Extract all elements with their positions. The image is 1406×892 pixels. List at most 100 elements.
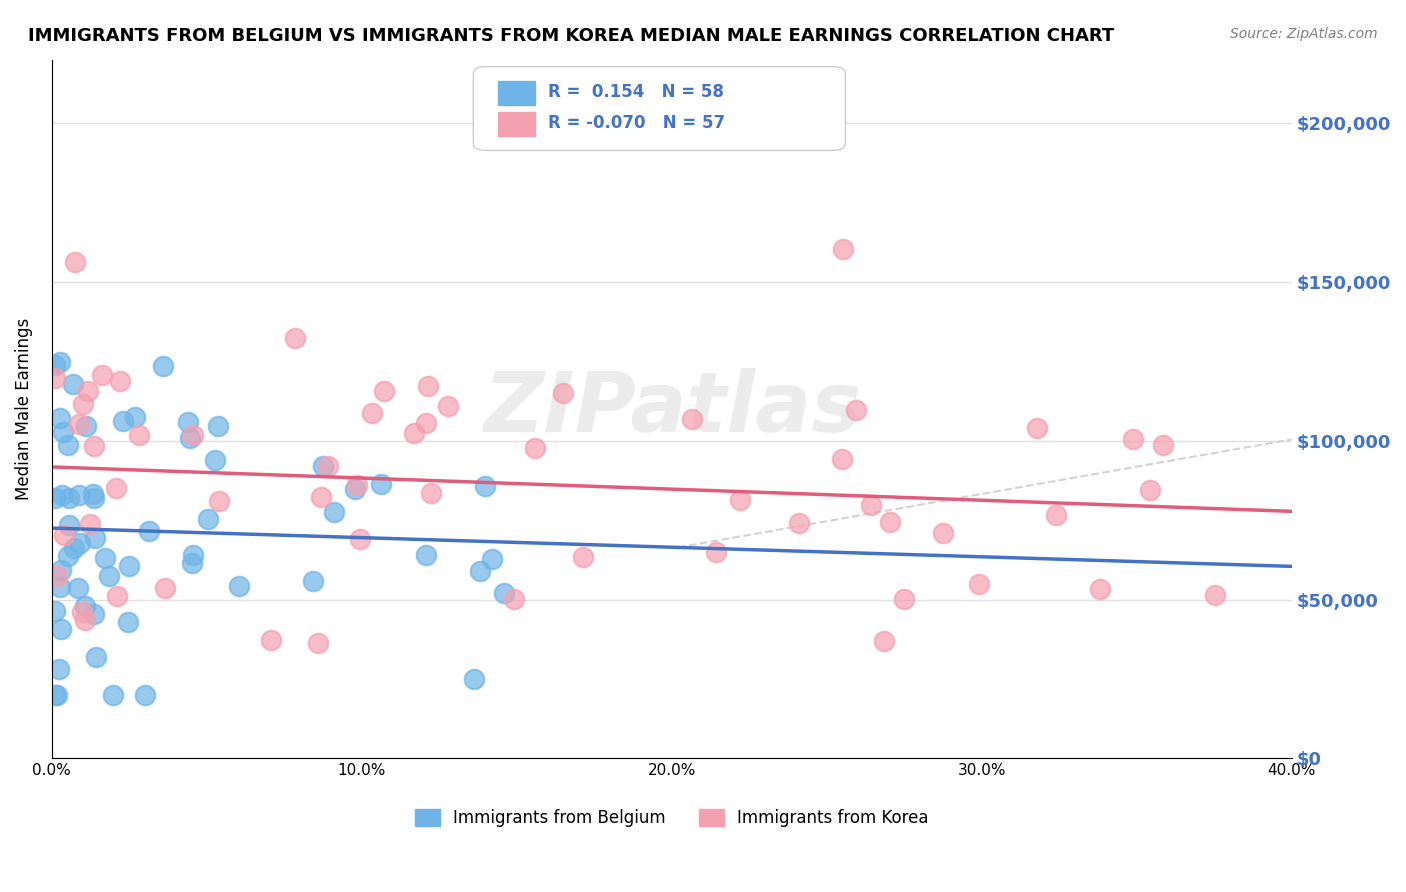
Immigrants from Belgium (58, 491, 80, 506)
Text: R = -0.070   N = 57: R = -0.070 N = 57 (548, 114, 725, 132)
Immigrants from Korea (307, 636, 329, 650)
Immigrants from Korea (128, 428, 150, 442)
Immigrants from Belgium (48, 662, 70, 676)
Immigrants from Korea (873, 633, 896, 648)
Immigrants from Korea (73, 614, 96, 628)
Immigrants from Belgium (197, 512, 219, 526)
Immigrants from Korea (893, 591, 915, 606)
Immigrants from Korea (967, 577, 990, 591)
Immigrants from Korea (415, 416, 437, 430)
Immigrants from Korea (845, 403, 868, 417)
Immigrants from Korea (108, 374, 131, 388)
Immigrants from Korea (832, 243, 855, 257)
Immigrants from Belgium (302, 574, 325, 589)
Immigrants from Belgium (48, 580, 70, 594)
Immigrants from Belgium (67, 488, 90, 502)
Immigrants from Belgium (98, 569, 121, 583)
Immigrants from Belgium (228, 579, 250, 593)
Immigrants from Korea (105, 589, 128, 603)
Immigrants from Belgium (44, 491, 66, 505)
Immigrants from Belgium (463, 672, 485, 686)
Immigrants from Korea (79, 517, 101, 532)
Immigrants from Korea (72, 397, 94, 411)
Immigrants from Korea (361, 406, 384, 420)
Immigrants from Korea (309, 491, 332, 505)
Immigrants from Belgium (44, 604, 66, 618)
Immigrants from Belgium (52, 425, 75, 439)
Immigrants from Korea (419, 486, 441, 500)
Immigrants from Korea (730, 493, 752, 508)
Immigrants from Korea (44, 371, 66, 385)
Immigrants from Korea (436, 400, 458, 414)
Immigrants from Korea (346, 478, 368, 492)
Immigrants from Korea (318, 458, 340, 473)
FancyBboxPatch shape (474, 67, 845, 151)
Immigrants from Belgium (69, 535, 91, 549)
Immigrants from Belgium (117, 558, 139, 573)
Immigrants from Korea (83, 439, 105, 453)
Immigrants from Belgium (49, 354, 72, 368)
Immigrants from Belgium (370, 476, 392, 491)
Immigrants from Korea (181, 427, 204, 442)
Immigrants from Belgium (84, 649, 107, 664)
Immigrants from Belgium (44, 358, 66, 372)
Immigrants from Korea (63, 255, 86, 269)
Immigrants from Belgium (124, 410, 146, 425)
Immigrants from Korea (572, 549, 595, 564)
Immigrants from Korea (260, 632, 283, 647)
Immigrants from Belgium (112, 414, 135, 428)
Immigrants from Korea (1152, 437, 1174, 451)
Immigrants from Korea (52, 528, 75, 542)
Legend: Immigrants from Belgium, Immigrants from Korea: Immigrants from Belgium, Immigrants from… (408, 802, 935, 834)
Immigrants from Belgium (51, 488, 73, 502)
Immigrants from Belgium (82, 487, 104, 501)
Immigrants from Korea (681, 412, 703, 426)
Immigrants from Korea (91, 368, 114, 382)
Text: Source: ZipAtlas.com: Source: ZipAtlas.com (1230, 27, 1378, 41)
Immigrants from Belgium (83, 491, 105, 505)
Immigrants from Korea (1139, 483, 1161, 497)
Immigrants from Belgium (83, 607, 105, 621)
Immigrants from Belgium (179, 431, 201, 445)
Bar (498, 80, 536, 105)
Y-axis label: Median Male Earnings: Median Male Earnings (15, 318, 32, 500)
Immigrants from Belgium (45, 688, 67, 702)
Immigrants from Belgium (117, 615, 139, 630)
Immigrants from Korea (104, 481, 127, 495)
Immigrants from Korea (502, 592, 524, 607)
Immigrants from Belgium (470, 565, 492, 579)
Immigrants from Korea (284, 331, 307, 345)
Immigrants from Korea (77, 384, 100, 398)
Immigrants from Belgium (58, 518, 80, 533)
Immigrants from Belgium (62, 377, 84, 392)
Immigrants from Korea (1204, 588, 1226, 602)
Immigrants from Belgium (44, 688, 66, 702)
Immigrants from Korea (153, 581, 176, 595)
Immigrants from Belgium (49, 622, 72, 636)
Immigrants from Korea (524, 441, 547, 455)
Immigrants from Korea (373, 384, 395, 398)
Immigrants from Korea (1045, 508, 1067, 522)
Immigrants from Belgium (56, 438, 79, 452)
Immigrants from Belgium (343, 482, 366, 496)
Text: R =  0.154   N = 58: R = 0.154 N = 58 (548, 83, 724, 101)
Immigrants from Belgium (494, 585, 516, 599)
Immigrants from Korea (67, 417, 90, 431)
Immigrants from Korea (1090, 582, 1112, 596)
Immigrants from Korea (860, 498, 883, 512)
Text: IMMIGRANTS FROM BELGIUM VS IMMIGRANTS FROM KOREA MEDIAN MALE EARNINGS CORRELATIO: IMMIGRANTS FROM BELGIUM VS IMMIGRANTS FR… (28, 27, 1115, 45)
Immigrants from Belgium (56, 549, 79, 563)
Immigrants from Korea (1122, 432, 1144, 446)
Immigrants from Korea (45, 569, 67, 583)
Immigrants from Belgium (134, 688, 156, 702)
Immigrants from Belgium (181, 549, 204, 563)
Immigrants from Belgium (204, 453, 226, 467)
Immigrants from Korea (404, 425, 426, 440)
Immigrants from Belgium (62, 541, 84, 555)
Immigrants from Korea (70, 605, 93, 619)
Immigrants from Korea (932, 526, 955, 541)
Immigrants from Belgium (207, 419, 229, 434)
Immigrants from Belgium (101, 688, 124, 702)
Immigrants from Korea (831, 451, 853, 466)
Immigrants from Belgium (84, 531, 107, 545)
